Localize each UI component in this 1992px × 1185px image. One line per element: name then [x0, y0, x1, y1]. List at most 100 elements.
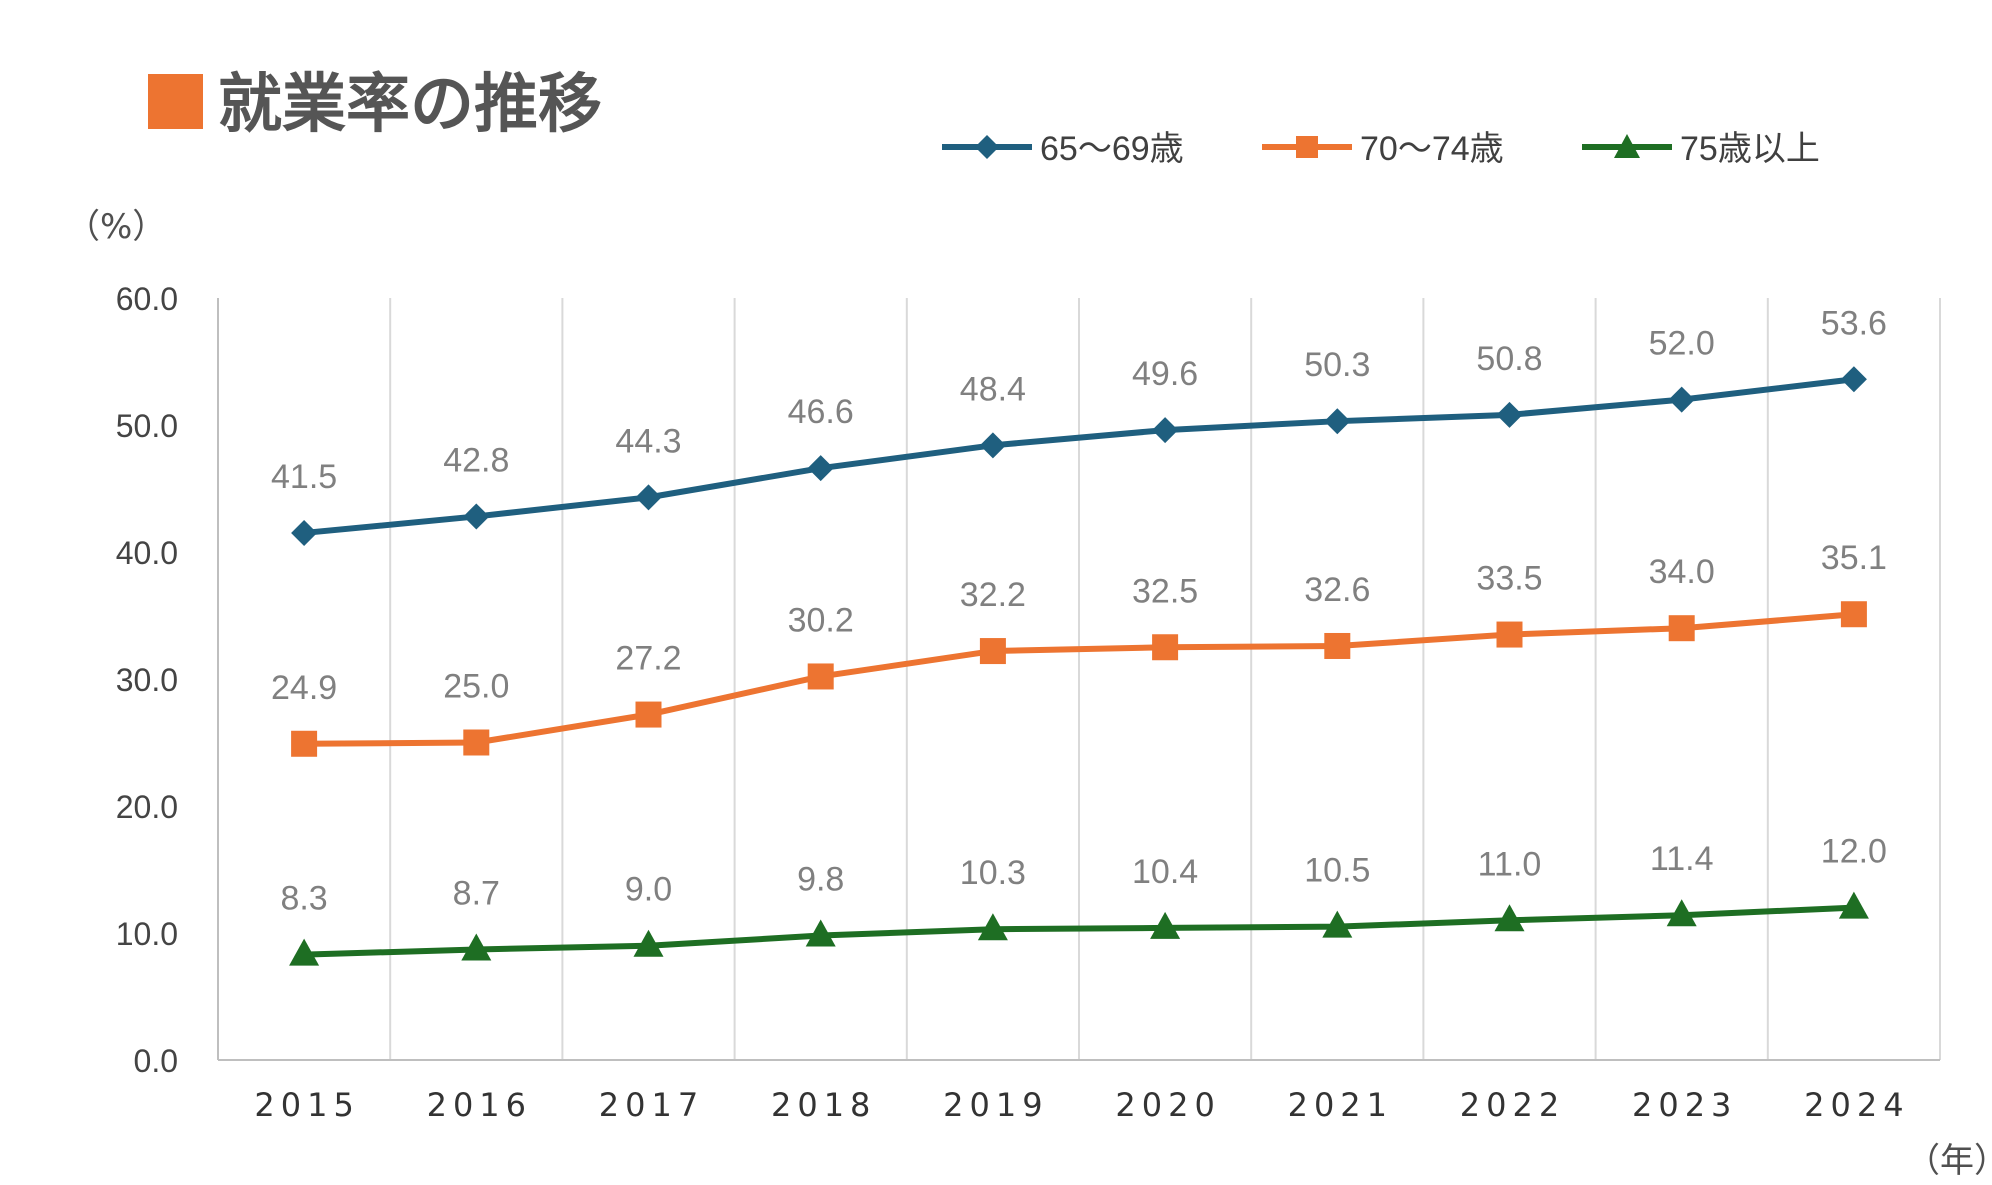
legend-label-65-69: 65〜69歳: [1040, 130, 1184, 168]
chart-title-group: 就業率の推移: [148, 68, 602, 142]
data-label: 33.5: [1476, 560, 1542, 598]
data-label: 11.0: [1478, 845, 1542, 883]
y-tick-label: 10.0: [116, 916, 178, 952]
data-point-triangle: [633, 929, 664, 957]
legend-square-marker: [1296, 136, 1318, 158]
data-point-triangle: [1666, 899, 1697, 927]
data-point-triangle: [977, 913, 1008, 941]
data-point-diamond: [463, 503, 490, 530]
legend-diamond-marker: [975, 135, 999, 159]
data-point-triangle: [1322, 910, 1353, 938]
chart-title: 就業率の推移: [218, 68, 602, 142]
data-point-square: [291, 730, 318, 757]
data-point-diamond: [1496, 401, 1523, 428]
data-point-square: [807, 663, 834, 690]
data-label: 10.3: [960, 854, 1026, 892]
data-label: 25.0: [443, 668, 509, 706]
legend-triangle-marker: [1614, 134, 1640, 158]
data-point-diamond: [291, 519, 318, 546]
y-axis-unit-label: （%）: [66, 207, 166, 247]
data-label: 32.6: [1304, 571, 1370, 609]
x-tick-label: 2021: [1288, 1086, 1393, 1124]
y-tick-label: 40.0: [116, 535, 178, 571]
legend-item-65-69: 65〜69歳: [942, 130, 1184, 168]
x-tick-label: 2018: [771, 1086, 876, 1124]
data-label: 27.2: [615, 640, 681, 678]
legend-item-75-plus: 75歳以上: [1582, 130, 1820, 168]
data-point-diamond: [1840, 366, 1867, 393]
data-label: 9.0: [625, 871, 672, 909]
data-point-triangle: [805, 919, 836, 947]
data-point-square: [1152, 634, 1179, 661]
y-tick-label: 0.0: [134, 1043, 178, 1079]
data-point-diamond: [979, 432, 1006, 459]
data-label: 50.3: [1304, 346, 1370, 384]
data-point-diamond: [1324, 408, 1351, 435]
series-line-2: [304, 904, 1855, 958]
x-tick-label: 2022: [1460, 1086, 1565, 1124]
title-square-marker: [148, 74, 203, 129]
data-label: 41.5: [271, 458, 337, 496]
data-label: 50.8: [1476, 340, 1542, 378]
data-label: 24.9: [271, 669, 337, 707]
series-group: [289, 366, 1869, 966]
series-line-1: [304, 611, 1855, 747]
data-point-diamond: [1152, 417, 1179, 444]
x-tick-label: 2024: [1804, 1086, 1909, 1124]
data-label: 32.5: [1132, 572, 1198, 610]
data-point-square: [635, 701, 662, 728]
data-label: 34.0: [1649, 553, 1715, 591]
data-label: 30.2: [788, 601, 854, 639]
data-label: 42.8: [443, 441, 509, 479]
data-point-square: [1496, 621, 1523, 648]
data-point-square: [979, 638, 1006, 665]
data-label: 32.2: [960, 576, 1026, 614]
y-axis-ticks: 0.0 10.0 20.0 30.0 40.0 50.0 60.0: [116, 281, 178, 1079]
data-point-square: [1324, 632, 1351, 659]
x-tick-label: 2017: [599, 1086, 704, 1124]
data-point-square: [463, 729, 490, 756]
series-line-0: [303, 376, 1855, 536]
data-point-diamond: [807, 455, 834, 482]
data-label: 52.0: [1649, 325, 1715, 363]
x-tick-label: 2016: [427, 1086, 532, 1124]
x-axis-ticks: 2015 2016 2017 2018 2019 2020 2021 2022 2023 2024: [254, 1086, 1909, 1124]
data-point-diamond: [635, 484, 662, 511]
legend-item-70-74: 70〜74歳: [1262, 130, 1504, 168]
data-label: 49.6: [1132, 355, 1198, 393]
data-label: 8.3: [280, 880, 327, 918]
gridlines: [389, 298, 1941, 1060]
data-point-diamond: [1668, 386, 1695, 413]
y-tick-label: 50.0: [116, 408, 178, 444]
data-label: 10.5: [1304, 852, 1370, 890]
x-tick-label: 2023: [1632, 1086, 1737, 1124]
data-point-square: [1668, 615, 1695, 642]
x-tick-label: 2020: [1115, 1086, 1220, 1124]
data-labels: 41.5 42.8 44.3 46.6 48.4 49.6 50.3 50.8 52.0 53.6…: [271, 304, 1887, 917]
data-point-triangle: [289, 938, 320, 966]
data-label: 35.1: [1821, 539, 1887, 577]
data-label: 11.4: [1650, 840, 1714, 878]
axes: [217, 298, 1940, 1061]
data-point-triangle: [461, 933, 492, 961]
data-point-triangle: [1150, 911, 1181, 939]
legend-label-75-plus: 75歳以上: [1680, 130, 1820, 168]
data-label: 8.7: [453, 875, 500, 913]
x-tick-label: 2015: [254, 1086, 359, 1124]
data-point-triangle: [1494, 904, 1525, 932]
data-label: 53.6: [1821, 304, 1887, 342]
data-label: 44.3: [615, 422, 681, 460]
legend-label-70-74: 70〜74歳: [1360, 130, 1504, 168]
y-tick-label: 20.0: [116, 789, 178, 825]
data-point-triangle: [1838, 891, 1869, 919]
data-label: 12.0: [1821, 833, 1887, 871]
data-label: 46.6: [788, 393, 854, 431]
data-label: 48.4: [960, 370, 1026, 408]
y-tick-label: 30.0: [116, 662, 178, 698]
data-label: 9.8: [797, 861, 844, 899]
legend: 65〜69歳 70〜74歳 75歳以上: [942, 130, 1820, 168]
data-label: 10.4: [1132, 853, 1198, 891]
x-axis-unit-label: （年）: [1906, 1141, 1992, 1181]
x-tick-label: 2019: [943, 1086, 1048, 1124]
